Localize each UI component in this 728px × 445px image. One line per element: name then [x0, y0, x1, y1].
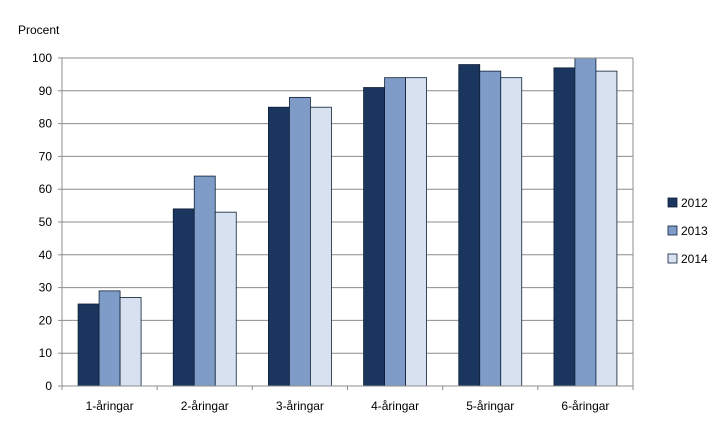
legend-swatch-2012 — [667, 197, 678, 208]
y-tick-label: 50 — [39, 215, 53, 229]
bar-2012-2 — [172, 208, 195, 387]
x-tick-label: 4-åringar — [371, 399, 419, 413]
bar-2012-5 — [458, 64, 481, 387]
legend-label: 2012 — [681, 196, 708, 210]
y-tick-label: 70 — [39, 149, 53, 163]
bar-2013-3 — [289, 96, 311, 387]
y-tick-label: 20 — [39, 313, 53, 327]
bar-2014-3 — [310, 106, 332, 387]
bar-2013-5 — [479, 70, 502, 387]
bar-2014-4 — [405, 77, 427, 387]
x-tick-label: 6-åringar — [561, 399, 609, 413]
y-axis-ticks: 0 10 20 30 40 50 60 70 80 90 100 — [32, 51, 62, 393]
y-tick-label: 10 — [39, 346, 53, 360]
bar-2014-6 — [595, 70, 618, 387]
gridlines — [62, 57, 633, 354]
y-tick-label: 30 — [39, 281, 53, 295]
legend-swatch-2014 — [667, 253, 678, 264]
bar-2014-2 — [214, 211, 237, 387]
bar-2013-2 — [193, 175, 216, 387]
bar-2013-1 — [98, 290, 121, 387]
bar-2013-6 — [574, 57, 597, 387]
legend-label: 2013 — [681, 224, 708, 238]
bar-2013-4 — [384, 77, 406, 387]
y-tick-label: 100 — [32, 51, 52, 65]
bar-2014-5 — [500, 77, 523, 387]
x-tick-label: 1-åringar — [86, 399, 134, 413]
x-tick-label: 5-åringar — [466, 399, 514, 413]
bar-2012-1 — [77, 303, 100, 387]
bar-2012-4 — [363, 87, 385, 387]
y-tick-label: 0 — [45, 379, 52, 393]
legend: 2012 2013 2014 — [667, 196, 708, 266]
x-tick-label: 2-åringar — [181, 399, 229, 413]
legend-swatch-2013 — [667, 225, 678, 236]
bar-2014-1 — [119, 297, 142, 387]
legend-label: 2014 — [681, 252, 708, 266]
y-axis-label: Procent — [18, 23, 60, 37]
y-tick-label: 80 — [39, 117, 53, 131]
y-tick-label: 90 — [39, 84, 53, 98]
y-tick-label: 40 — [39, 248, 53, 262]
x-tick-label: 3-åringar — [276, 399, 324, 413]
x-axis-ticks: 1-åringar 2-åringar 3-åringar 4-åringar 5-år… — [61, 386, 634, 413]
bar-2012-6 — [553, 67, 576, 387]
bar-2012-3 — [268, 106, 290, 387]
y-tick-label: 60 — [39, 182, 53, 196]
bars — [77, 57, 618, 387]
